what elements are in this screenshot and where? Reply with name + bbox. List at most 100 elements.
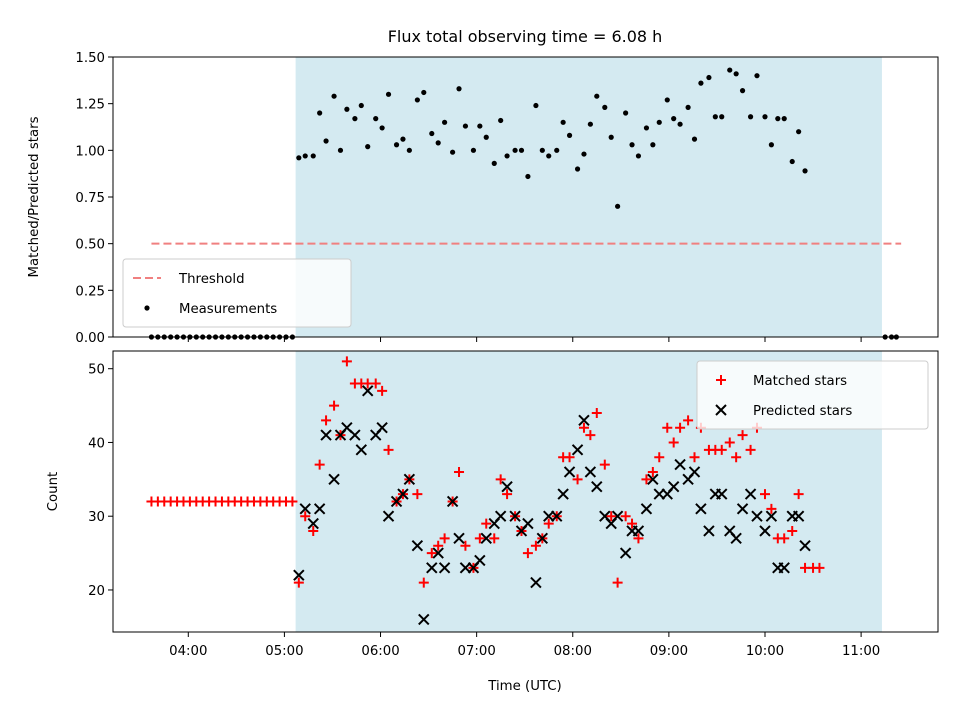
- measurement-point: [442, 119, 448, 125]
- predicted-star-point: [551, 510, 563, 522]
- measurement-point: [491, 160, 497, 166]
- predicted-star-point: [759, 525, 771, 537]
- matched-star-point: [439, 533, 450, 544]
- measurement-point: [554, 147, 560, 153]
- matched-star-point: [689, 452, 700, 463]
- measurement-point: [747, 114, 754, 120]
- predicted-star-point: [563, 466, 576, 478]
- measurement-point: [296, 155, 302, 161]
- axes-frame: [112, 350, 939, 633]
- y-axis-label: Count: [46, 472, 61, 512]
- matched-star-point: [481, 518, 492, 529]
- predicted-star-point: [453, 532, 465, 545]
- y-axis-label: Matched/Predicted stars: [27, 116, 42, 277]
- predicted-star-point: [480, 532, 492, 545]
- predicted-star-point: [751, 510, 763, 522]
- matched-star-point: [383, 444, 394, 455]
- legend-label: Matched stars: [753, 374, 847, 389]
- measurement-point: [498, 117, 504, 124]
- measurement-point: [450, 149, 456, 155]
- measurement-point: [560, 119, 566, 125]
- predicted-star-point: [355, 444, 368, 456]
- predicted-star-point: [313, 503, 326, 515]
- legend-label: Predicted stars: [753, 404, 852, 419]
- measurement-point: [691, 136, 698, 142]
- y-tick-label: 1.25: [75, 98, 105, 113]
- measurement-point: [525, 173, 531, 180]
- matched-star-point: [814, 562, 825, 573]
- predicted-star-point: [426, 562, 438, 574]
- matched-star-point: [585, 430, 596, 441]
- measurement-point: [421, 89, 427, 96]
- matched-star-point: [370, 378, 381, 389]
- x-tick-label: 11:00: [842, 644, 880, 659]
- x-tick-label: 06:00: [361, 644, 399, 659]
- matched-star-point: [578, 422, 589, 433]
- matched-star-point: [633, 533, 644, 544]
- matched-star-point: [522, 548, 533, 559]
- observing-window: [295, 57, 882, 337]
- predicted-star-point: [403, 473, 416, 486]
- measurement-point: [302, 153, 308, 159]
- measurement-point: [483, 134, 489, 140]
- measurement-point: [323, 138, 329, 144]
- measurement-point: [602, 104, 608, 110]
- legend: Threshold Measurements: [122, 258, 352, 328]
- x-tick-label: 04:00: [169, 644, 207, 659]
- y-tick-label: 20: [88, 584, 105, 599]
- predicted-star-point: [382, 510, 395, 522]
- measurement-point: [456, 86, 462, 92]
- measurement-point: [762, 114, 768, 120]
- predicted-star-point: [293, 569, 305, 581]
- x-axis-label: Time (UTC): [487, 679, 562, 694]
- y-tick-label: 50: [88, 363, 105, 378]
- y-tick-label: 1.00: [75, 144, 105, 159]
- predicted-star-point: [509, 510, 521, 522]
- measurement-point: [344, 106, 350, 112]
- matched-star-point: [474, 533, 485, 544]
- predicted-star-point: [299, 503, 311, 515]
- predicted-star-point: [730, 532, 742, 545]
- legend-box: [696, 360, 929, 430]
- matched-star-point: [412, 489, 423, 500]
- matched-star-point: [426, 548, 437, 559]
- predicted-star-point: [571, 444, 584, 456]
- matched-star-point: [530, 540, 541, 551]
- predicted-star-point: [349, 429, 361, 441]
- measurement-point: [385, 91, 392, 97]
- measurement-point: [406, 147, 412, 153]
- y-tick-label: 0.00: [75, 331, 105, 346]
- measurement-point: [754, 73, 760, 79]
- matched-star-point: [716, 444, 727, 455]
- x-tick-label: 08:00: [554, 644, 592, 659]
- measurement-point: [400, 136, 406, 142]
- matched-star-point: [308, 525, 319, 536]
- predicted-star-point: [674, 458, 686, 471]
- measurement-point: [608, 134, 614, 140]
- measurement-point: [802, 168, 808, 174]
- matched-star-point: [620, 511, 631, 522]
- matched-star-point: [287, 496, 298, 507]
- measurement-point: [775, 116, 781, 122]
- predicted-star-point: [695, 503, 707, 515]
- predicted-star-point: [376, 421, 388, 434]
- legend-predicted-swatch: [715, 404, 727, 416]
- measurement-point: [581, 151, 587, 157]
- measurement-point: [337, 147, 344, 153]
- legend-measurement-swatch: [144, 305, 150, 311]
- matched-star-point: [572, 474, 583, 485]
- legend-box: [122, 258, 352, 328]
- measurement-point: [706, 74, 712, 81]
- predicted-star-point: [530, 576, 542, 589]
- y-tick-label: 1.50: [75, 51, 105, 66]
- measurement-point: [373, 116, 379, 122]
- predicted-star-point: [328, 473, 340, 486]
- matched-star-point: [314, 459, 325, 470]
- measurement-point: [781, 116, 787, 122]
- measurement-point: [429, 130, 435, 137]
- measurement-point: [656, 119, 662, 125]
- measurement-point: [677, 121, 683, 127]
- predicted-star-point: [418, 613, 430, 626]
- measurement-point: [733, 71, 739, 77]
